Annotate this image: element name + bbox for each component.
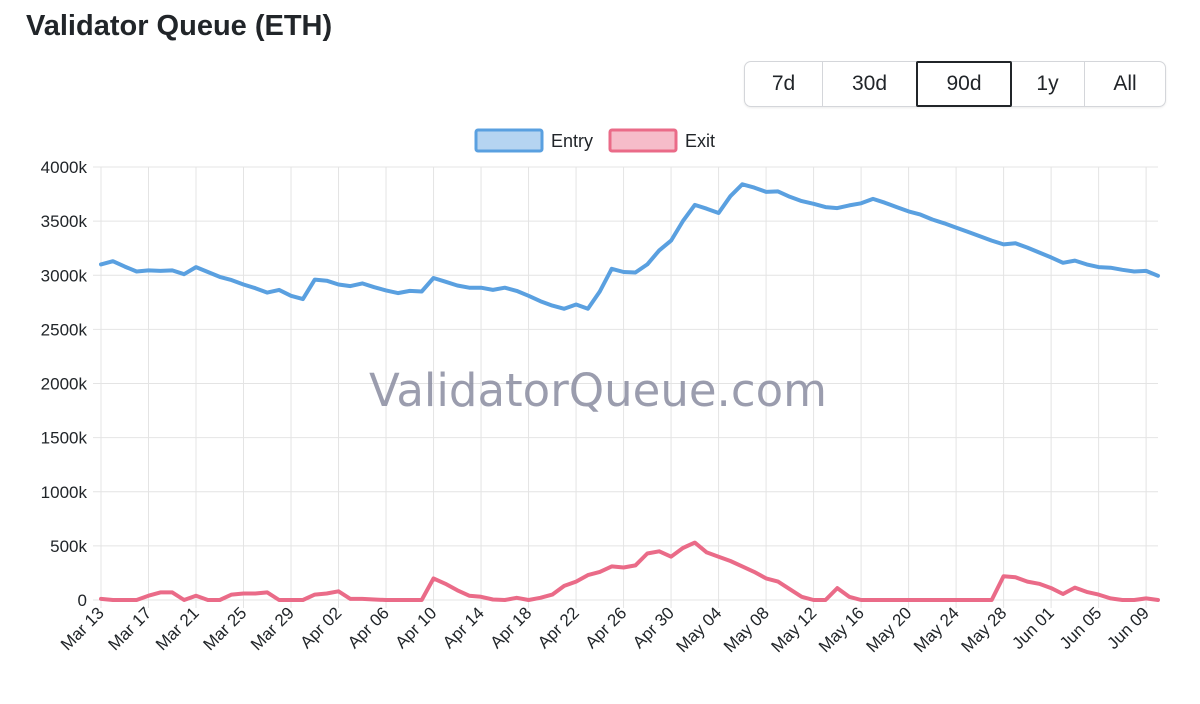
x-tick-label: Apr 06 (344, 603, 393, 652)
x-tick-label: May 08 (720, 603, 773, 656)
series-line-exit (99, 540, 1160, 602)
y-tick-label: 1000k (41, 483, 88, 502)
x-tick-label: Mar 25 (199, 603, 250, 654)
y-tick-label: 4000k (41, 158, 88, 177)
chart-grid (93, 166, 1158, 608)
x-tick-label: Apr 10 (392, 603, 441, 652)
x-tick-label: Jun 05 (1056, 603, 1106, 653)
x-tick-label: Apr 26 (582, 603, 631, 652)
y-tick-label: 500k (50, 537, 87, 556)
x-tick-label: May 16 (815, 603, 868, 656)
y-tick-label: 3500k (41, 212, 88, 231)
x-tick-label: Mar 29 (247, 603, 298, 654)
x-tick-label: May 24 (910, 603, 963, 656)
chart-series (99, 182, 1160, 602)
x-tick-label: Mar 21 (152, 603, 203, 654)
y-tick-label: 0 (78, 591, 87, 610)
range-button-90d[interactable]: 90d (916, 61, 1012, 107)
series-line-entry (99, 182, 1160, 311)
x-tick-label: Apr 30 (629, 603, 678, 652)
range-button-1y[interactable]: 1y (1011, 62, 1085, 106)
x-tick-label: Jun 01 (1008, 603, 1058, 653)
y-tick-label: 3000k (41, 266, 88, 285)
y-tick-label: 2000k (41, 375, 88, 394)
chart-legend: Entry Exit (474, 128, 715, 153)
x-tick-label: May 28 (958, 603, 1011, 656)
x-tick-label: May 20 (863, 603, 916, 656)
legend-swatch-exit (608, 128, 678, 153)
y-tick-label: 2500k (41, 320, 88, 339)
y-axis-labels: 0 500k 1000k 1500k 2000k 2500k 3000k 3500k 4000k (41, 158, 88, 610)
x-tick-label: Apr 02 (296, 603, 345, 652)
x-tick-label: Apr 22 (534, 603, 583, 652)
x-tick-label: May 04 (673, 603, 726, 656)
time-range-selector: 7d 30d 90d 1y All (744, 61, 1166, 107)
range-button-30d[interactable]: 30d (823, 62, 917, 106)
x-tick-label: Mar 17 (104, 603, 155, 654)
x-tick-label: Jun 09 (1103, 603, 1153, 653)
y-tick-label: 1500k (41, 429, 88, 448)
legend-label-entry: Entry (551, 131, 593, 151)
x-tick-label: Apr 18 (487, 603, 536, 652)
legend-swatch-entry (474, 128, 544, 153)
x-tick-label: Mar 13 (57, 603, 108, 654)
watermark: ValidatorQueue.com (369, 364, 827, 417)
range-button-7d[interactable]: 7d (745, 62, 823, 106)
page-title: Validator Queue (ETH) (26, 10, 333, 42)
range-button-all[interactable]: All (1113, 72, 1137, 95)
x-tick-label: May 12 (768, 603, 821, 656)
validator-queue-chart: 0 500k 1000k 1500k 2000k 2500k 3000k 3500k 4000k… (41, 128, 1160, 656)
legend-label-exit: Exit (685, 131, 715, 151)
x-tick-label: Apr 14 (439, 603, 488, 652)
